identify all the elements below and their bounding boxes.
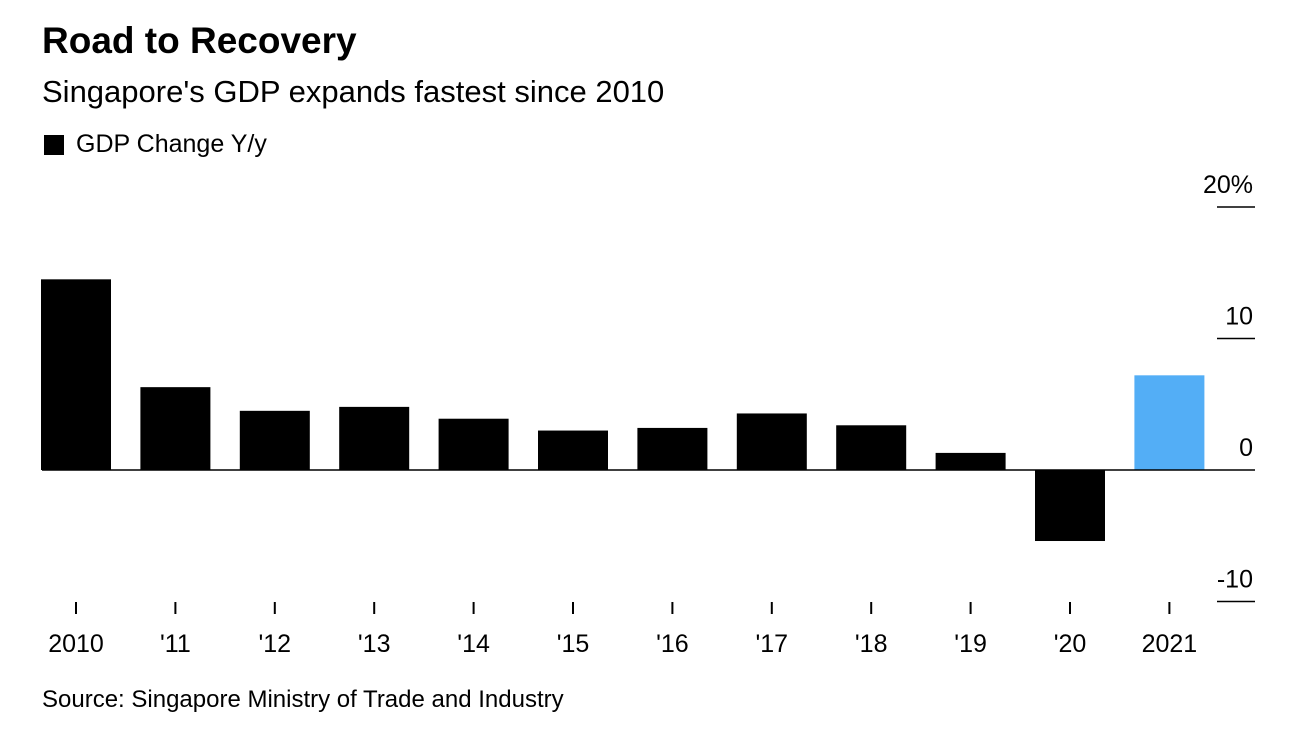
bar-11 [140,387,211,470]
y-tick-label: 0 [1239,434,1253,462]
bar-14 [438,418,509,470]
bar-17 [736,413,807,470]
x-tick-label: '11 [160,630,191,658]
x-tick-label: 2010 [48,630,104,658]
x-tick-label: '16 [656,630,689,658]
y-tick-label: -10 [1217,566,1253,594]
bar-19 [935,452,1006,470]
bar-2021 [1134,375,1205,470]
bar-18 [836,425,907,470]
x-tick-label: 2021 [1142,630,1198,658]
bar-15 [538,430,608,470]
x-tick-label: '14 [457,630,490,658]
bar-13 [339,406,410,470]
x-tick-label: '17 [756,630,789,658]
x-tick-label: '18 [855,630,888,658]
bar-16 [637,427,708,470]
bar-2010 [41,279,111,470]
y-tick-label: 20% [1203,171,1253,199]
legend-label: GDP Change Y/y [76,130,267,158]
y-tick-label: 10 [1225,303,1253,331]
legend: GDP Change Y/y [44,130,267,159]
chart-subtitle: Singapore's GDP expands fastest since 20… [42,74,665,109]
source-note: Source: Singapore Ministry of Trade and … [42,686,564,713]
chart-title: Road to Recovery [42,20,357,61]
x-tick-label: '19 [954,630,987,658]
x-tick-label: '13 [358,630,391,658]
x-tick-label: '15 [557,630,590,658]
bar-20 [1035,470,1105,542]
x-tick-label: '20 [1054,630,1087,658]
legend-swatch [44,134,64,155]
x-tick-label: '12 [259,630,292,658]
bar-12 [239,410,310,470]
